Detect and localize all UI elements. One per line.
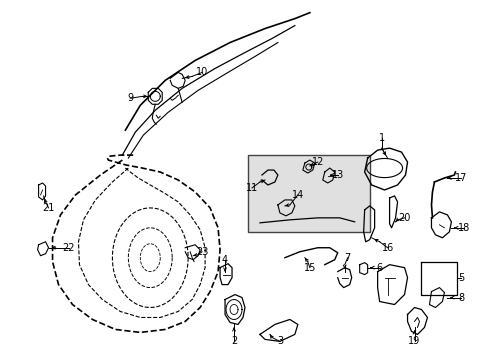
Text: 2: 2 [230, 336, 237, 346]
Text: 8: 8 [457, 293, 464, 302]
Text: 1: 1 [378, 133, 384, 143]
Text: 14: 14 [291, 190, 304, 200]
Text: 3: 3 [276, 336, 283, 346]
Text: 11: 11 [245, 183, 258, 193]
Text: 15: 15 [303, 263, 315, 273]
Text: 5: 5 [457, 273, 464, 283]
Text: 23: 23 [196, 247, 208, 257]
Text: 19: 19 [407, 336, 420, 346]
Text: 12: 12 [311, 157, 324, 167]
Text: 7: 7 [344, 253, 350, 263]
Text: 10: 10 [196, 67, 208, 77]
Text: 17: 17 [454, 173, 467, 183]
Text: 21: 21 [42, 203, 55, 213]
Text: 22: 22 [62, 243, 75, 253]
Bar [247, 155, 369, 232]
Text: 4: 4 [222, 255, 227, 265]
Text: 9: 9 [127, 93, 133, 103]
Text: 18: 18 [457, 223, 469, 233]
Text: 16: 16 [381, 243, 393, 253]
Text: 6: 6 [376, 263, 382, 273]
Text: 13: 13 [331, 170, 343, 180]
Text: 20: 20 [398, 213, 410, 223]
